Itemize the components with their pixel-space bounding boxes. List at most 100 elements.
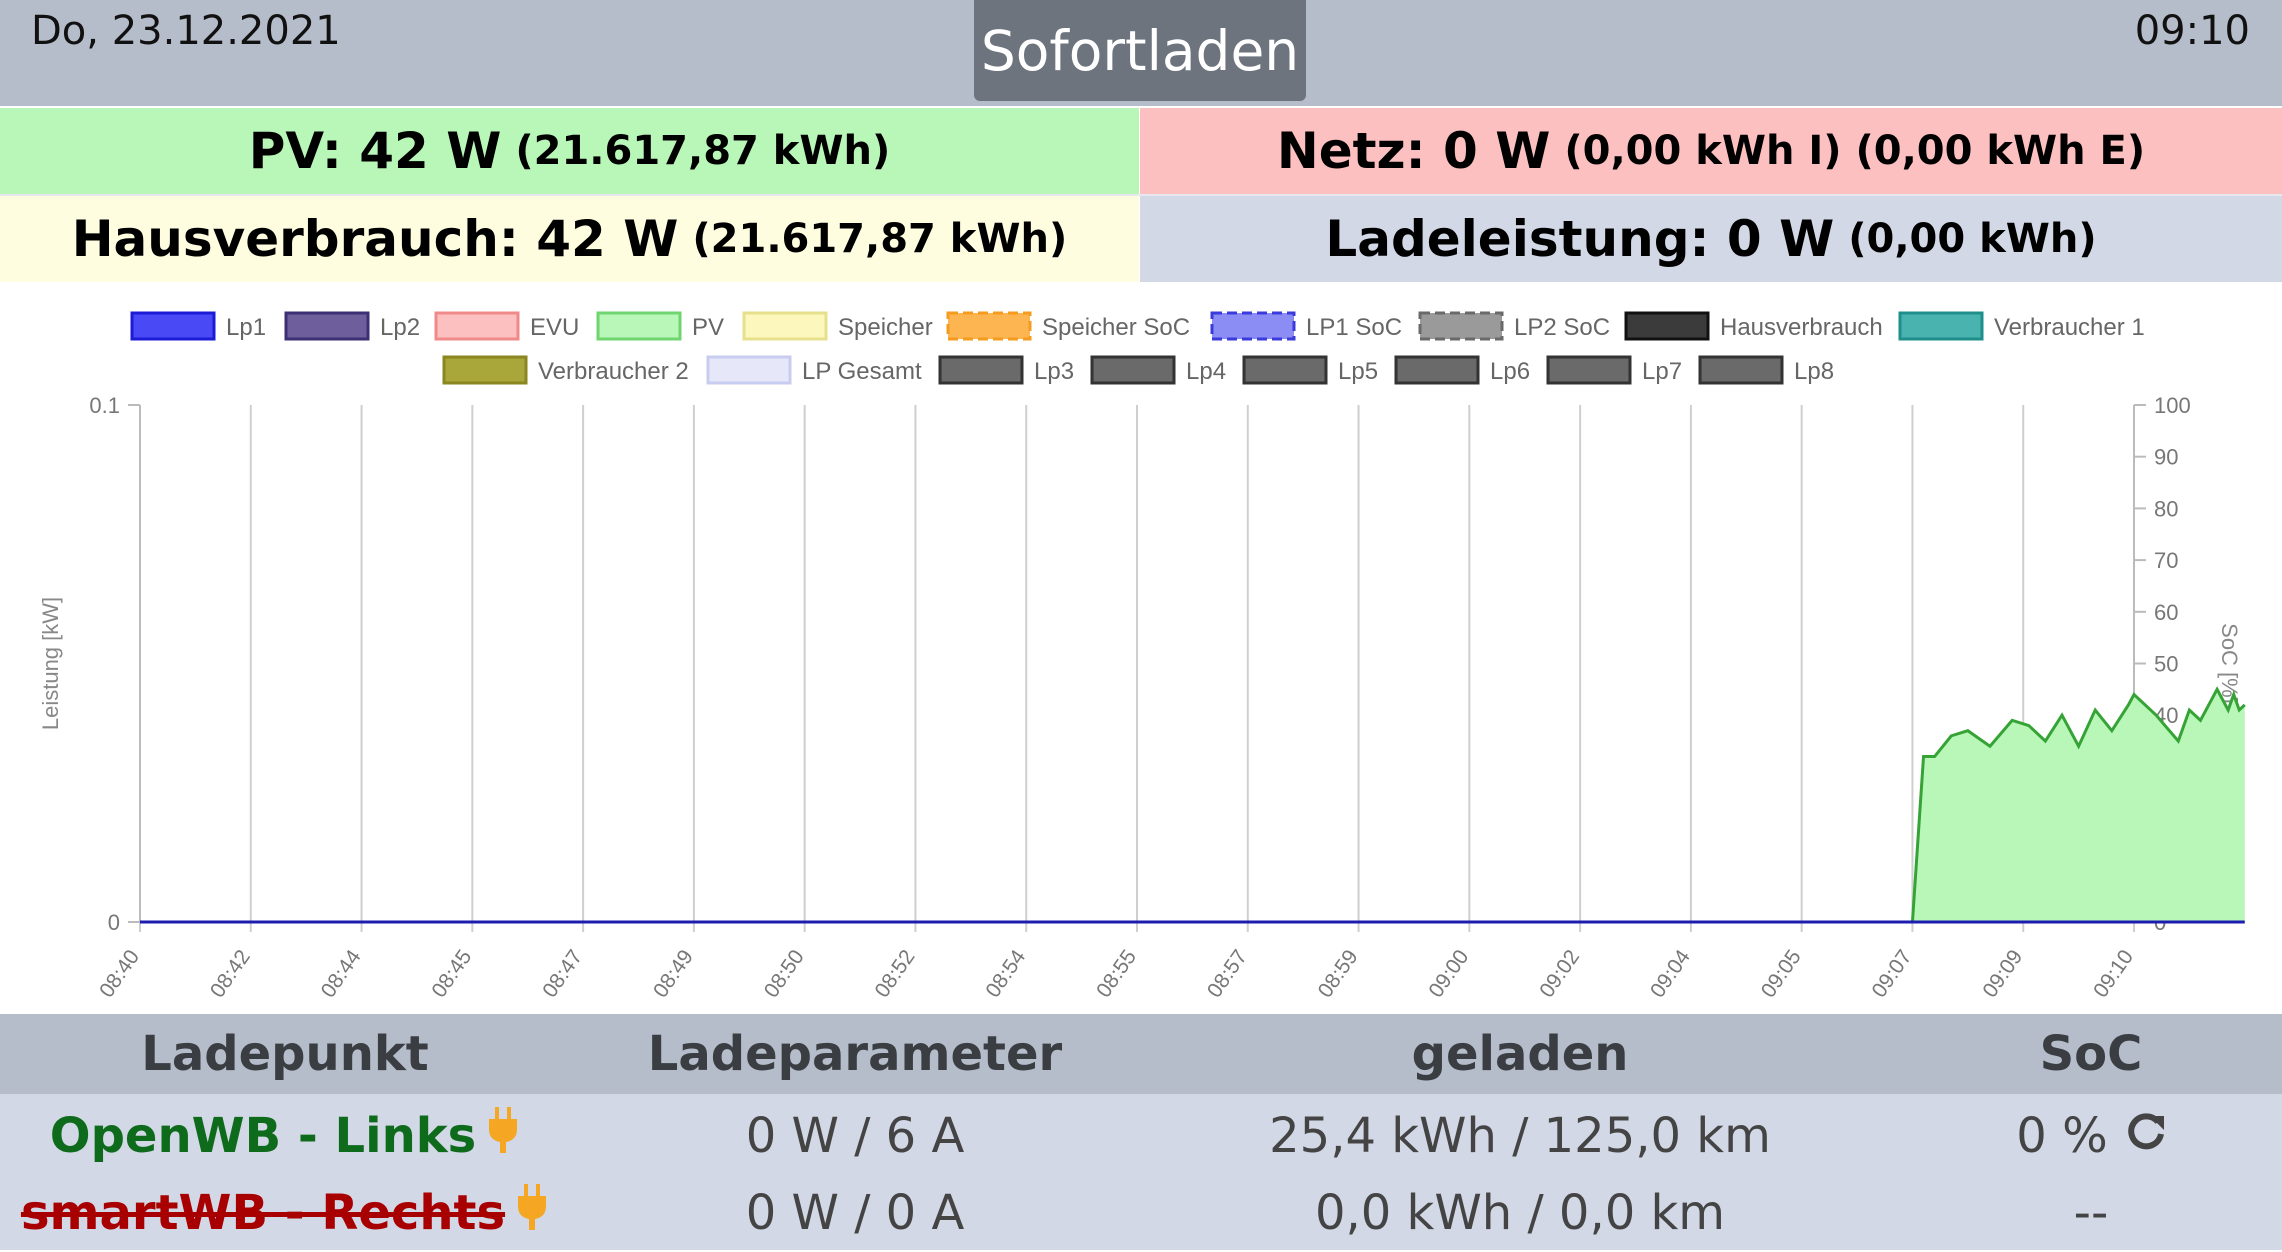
house-power: Hausverbrauch: 42 W [71, 210, 679, 268]
legend-swatch-lp3[interactable] [938, 355, 1024, 385]
x-tick-label: 08:52 [871, 946, 920, 1002]
refresh-icon[interactable] [2126, 1108, 2166, 1164]
plug-icon [515, 1184, 549, 1242]
legend-label-evu[interactable]: EVU [530, 314, 579, 341]
y2-tick-label: 50 [2154, 652, 2178, 677]
legend-label-lp2-soc[interactable]: LP2 SoC [1514, 314, 1610, 341]
grid-summary: Netz: 0 W (0,00 kWh I) (0,00 kWh E) [1140, 108, 2282, 194]
x-tick-label: 09:02 [1535, 946, 1584, 1002]
legend-swatch-lp-gesamt[interactable] [706, 355, 792, 385]
charge-point-name[interactable]: OpenWB - Links [49, 1108, 477, 1164]
legend-label-lp8[interactable]: Lp8 [1794, 358, 1834, 385]
charge-points-table [0, 1094, 2282, 1250]
x-tick-label: 08:59 [1314, 946, 1363, 1002]
charge-point-name[interactable]: smartWB - Rechts [20, 1185, 506, 1241]
legend-swatch-pv[interactable] [596, 311, 682, 341]
legend-swatch-speicher-soc[interactable] [946, 311, 1032, 341]
table-row-lp1-charged: 25,4 kWh / 125,0 km [1269, 1108, 1771, 1164]
charging-power: Ladeleistung: 0 W [1325, 210, 1835, 268]
table-row-lp2-charged: 0,0 kWh / 0,0 km [1314, 1185, 1726, 1241]
legend-label-lp6[interactable]: Lp6 [1490, 358, 1530, 385]
legend-swatch-lp7[interactable] [1546, 355, 1632, 385]
x-tick-label: 09:07 [1868, 946, 1917, 1002]
col-header-ladepunkt: Ladepunkt [141, 1026, 429, 1082]
time-display: 09:10 [2134, 8, 2250, 54]
legend-label-speicher-soc[interactable]: Speicher SoC [1042, 314, 1190, 341]
x-tick-label: 09:09 [1978, 946, 2027, 1002]
x-tick-label: 08:49 [649, 946, 698, 1002]
table-row-lp1-params: 0 W / 6 A [745, 1108, 965, 1164]
y2-tick-label: 70 [2154, 548, 2178, 573]
date-display: Do, 23.12.2021 [31, 8, 341, 54]
grid-power: Netz: 0 W [1276, 122, 1551, 180]
charge-points-table-header [0, 1014, 2282, 1094]
legend-label-lp4[interactable]: Lp4 [1186, 358, 1226, 385]
house-energy: (21.617,87 kWh) [692, 216, 1068, 262]
legend-swatch-lp1[interactable] [130, 311, 216, 341]
series-line-pv [1910, 686, 2246, 923]
legend-label-lp2[interactable]: Lp2 [380, 314, 420, 341]
legend-swatch-lp4[interactable] [1090, 355, 1176, 385]
divider [0, 194, 2282, 196]
legend-label-pv[interactable]: PV [692, 314, 724, 341]
legend-label-speicher[interactable]: Speicher [838, 314, 933, 341]
legend-swatch-evu[interactable] [434, 311, 520, 341]
y2-axis-title: SoC [%] [2217, 623, 2242, 704]
header-bar: Do, 23.12.2021 Sofortladen 09:10 [0, 0, 2282, 106]
charge-mode-button[interactable]: Sofortladen [974, 0, 1306, 101]
y-tick-label: 0 [108, 910, 120, 935]
legend-swatch-lp2[interactable] [284, 311, 370, 341]
legend-swatch-lp8[interactable] [1698, 355, 1784, 385]
soc-value: 0 % [2016, 1108, 2108, 1164]
x-tick-label: 08:42 [206, 946, 255, 1002]
x-tick-label: 09:00 [1424, 946, 1473, 1002]
legend-label-lp1-soc[interactable]: LP1 SoC [1306, 314, 1402, 341]
x-tick-label: 09:05 [1757, 946, 1806, 1002]
table-row-lp1-soc: 0 % [1900, 1097, 2282, 1175]
y2-tick-label: 90 [2154, 445, 2178, 470]
power-chart-svg: Lp1 Lp2 EVU PV Speicher Speicher SoC LP1 SoC LP… [38, 311, 2246, 1002]
legend-swatch-lp2-soc[interactable] [1418, 311, 1504, 341]
legend-label-verbraucher-1[interactable]: Verbraucher 1 [1994, 314, 2145, 341]
table-row-lp2-name[interactable]: smartWB - Rechts [0, 1174, 570, 1252]
x-tick-label: 08:55 [1092, 946, 1141, 1002]
table-row-lp2-params: 0 W / 0 A [745, 1185, 965, 1241]
power-chart: Lp1 Lp2 EVU PV Speicher Speicher SoC LP1 SoC LP… [0, 282, 2282, 1012]
pv-summary: PV: 42 W (21.617,87 kWh) [0, 108, 1139, 194]
pv-energy: (21.617,87 kWh) [515, 128, 891, 174]
plug-icon [486, 1107, 520, 1165]
legend-swatch-hausverbrauch[interactable] [1624, 311, 1710, 341]
y-tick-label: 0.1 [89, 393, 120, 418]
legend-label-lp7[interactable]: Lp7 [1642, 358, 1682, 385]
x-tick-label: 08:44 [317, 945, 366, 1002]
legend-label-lp5[interactable]: Lp5 [1338, 358, 1378, 385]
grid-energy: (0,00 kWh I) (0,00 kWh E) [1564, 128, 2146, 174]
legend-label-lp3[interactable]: Lp3 [1034, 358, 1074, 385]
legend-swatch-speicher[interactable] [742, 311, 828, 341]
x-tick-label: 08:40 [95, 946, 144, 1002]
y-axis-title: Leistung [kW] [38, 597, 63, 730]
table-row-lp1-name[interactable]: OpenWB - Links [0, 1097, 570, 1175]
x-tick-label: 08:57 [1203, 946, 1252, 1002]
x-tick-label: 08:50 [760, 946, 809, 1002]
x-tick-label: 08:47 [538, 946, 587, 1002]
legend-swatch-lp1-soc[interactable] [1210, 311, 1296, 341]
legend-swatch-verbraucher-1[interactable] [1898, 311, 1984, 341]
legend-label-hausverbrauch[interactable]: Hausverbrauch [1720, 314, 1883, 341]
x-tick-label: 09:04 [1646, 945, 1695, 1002]
col-header-soc: SoC [2039, 1026, 2143, 1082]
series-area-pv [1912, 689, 2245, 922]
x-tick-label: 08:45 [427, 946, 476, 1002]
legend-swatch-lp6[interactable] [1394, 355, 1480, 385]
x-tick-label: 09:10 [2089, 946, 2138, 1002]
legend-label-verbraucher-2[interactable]: Verbraucher 2 [538, 358, 689, 385]
legend-label-lp1[interactable]: Lp1 [226, 314, 266, 341]
table-row-lp2-soc: -- [2073, 1185, 2109, 1241]
legend-swatch-verbraucher-2[interactable] [442, 355, 528, 385]
legend-swatch-lp5[interactable] [1242, 355, 1328, 385]
y2-tick-label: 100 [2154, 393, 2191, 418]
col-header-ladeparameter: Ladeparameter [647, 1026, 1063, 1082]
legend-label-lp-gesamt[interactable]: LP Gesamt [802, 358, 922, 385]
y2-tick-label: 60 [2154, 600, 2178, 625]
pv-power: PV: 42 W [248, 122, 502, 180]
